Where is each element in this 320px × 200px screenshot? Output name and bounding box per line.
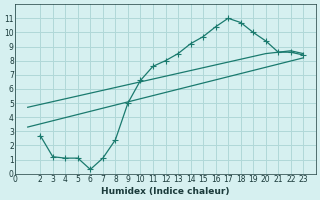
X-axis label: Humidex (Indice chaleur): Humidex (Indice chaleur) (101, 187, 230, 196)
